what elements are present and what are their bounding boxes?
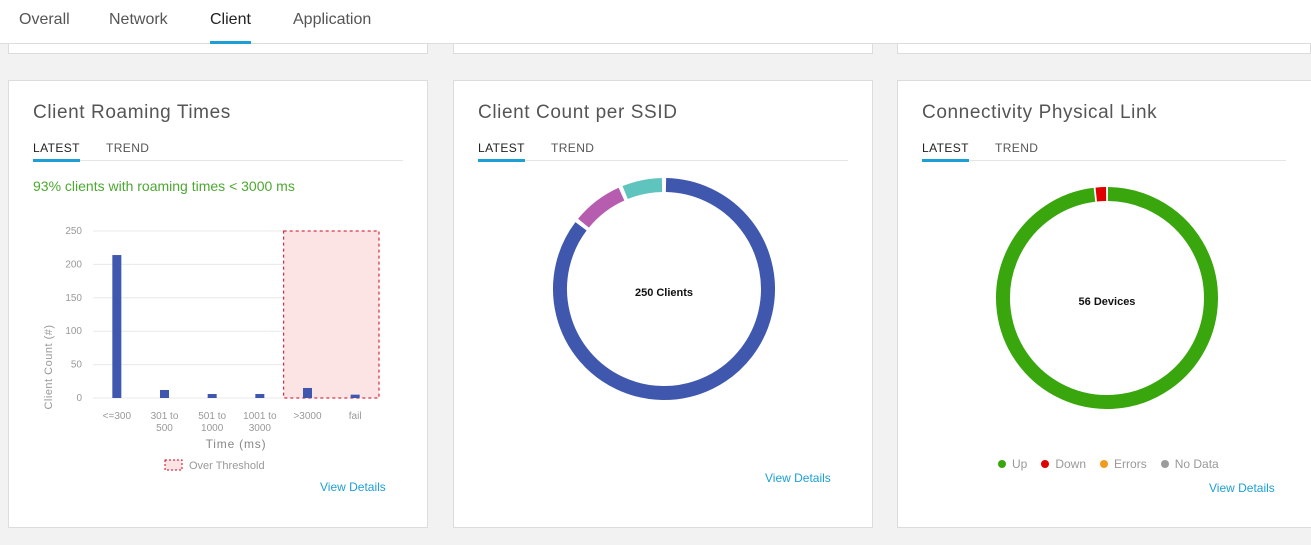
bar[interactable] bbox=[112, 255, 122, 398]
link-donut-chart: 56 Devices bbox=[996, 187, 1218, 409]
donut-slice[interactable] bbox=[622, 178, 663, 200]
x-tick-label: <=300 bbox=[103, 411, 132, 422]
card-title: Client Roaming Times bbox=[33, 102, 231, 123]
legend-item-up[interactable]: Up bbox=[998, 457, 1027, 471]
bar[interactable] bbox=[160, 389, 169, 398]
bar[interactable] bbox=[303, 387, 312, 398]
x-tick-label: 1000 bbox=[201, 423, 224, 434]
donut-slice[interactable] bbox=[996, 187, 1218, 409]
bar[interactable] bbox=[207, 393, 217, 398]
x-tick-label: >3000 bbox=[293, 411, 322, 422]
card-tabs: LATEST TREND bbox=[33, 139, 403, 162]
donut-center-label: 56 Devices bbox=[1079, 296, 1136, 308]
card-title: Client Count per SSID bbox=[478, 102, 678, 123]
donut-slice[interactable] bbox=[578, 187, 625, 228]
physical-link-card: Connectivity Physical Link LATEST TREND … bbox=[897, 80, 1311, 528]
dot-icon bbox=[1041, 460, 1050, 468]
legend-label: Errors bbox=[1114, 457, 1147, 471]
y-tick-label: 100 bbox=[65, 326, 82, 337]
top-nav: Overall Network Client Application bbox=[0, 0, 1311, 44]
dot-icon bbox=[998, 460, 1006, 468]
card-title: Connectivity Physical Link bbox=[922, 102, 1158, 123]
legend-label: Down bbox=[1055, 457, 1087, 471]
dot-icon bbox=[1100, 460, 1109, 468]
threshold-legend-label: Over Threshold bbox=[189, 460, 265, 472]
y-tick-label: 50 bbox=[71, 360, 83, 371]
tab-application[interactable]: Application bbox=[293, 11, 372, 28]
view-details-link[interactable]: View Details bbox=[320, 480, 386, 494]
x-tick-label: 501 to bbox=[198, 411, 226, 422]
bar[interactable] bbox=[350, 394, 360, 398]
legend-item-no-data[interactable]: No Data bbox=[1160, 457, 1219, 471]
card-stub bbox=[897, 44, 1311, 54]
tab-trend[interactable]: TREND bbox=[995, 141, 1039, 155]
ssid-count-card: Client Count per SSID LATEST TREND 250 C… bbox=[453, 80, 873, 528]
dot-icon bbox=[1160, 460, 1169, 468]
tab-client[interactable]: Client bbox=[210, 0, 251, 44]
x-tick-label: fail bbox=[349, 411, 362, 422]
card-stub bbox=[453, 44, 873, 54]
roaming-times-card: Client Roaming Times LATEST TREND 93% cl… bbox=[8, 80, 428, 528]
legend-item-errors[interactable]: Errors bbox=[1100, 457, 1147, 471]
legend-item-down[interactable]: Down bbox=[1041, 457, 1086, 471]
card-stub bbox=[8, 44, 428, 54]
tab-latest[interactable]: LATEST bbox=[33, 141, 80, 162]
ssid-donut-chart: 250 Clients bbox=[553, 178, 775, 400]
bar[interactable] bbox=[255, 393, 265, 398]
tab-trend[interactable]: TREND bbox=[106, 141, 150, 155]
tab-overall[interactable]: Overall bbox=[19, 11, 70, 28]
y-tick-label: 200 bbox=[65, 259, 82, 270]
roaming-summary: 93% clients with roaming times < 3000 ms bbox=[33, 178, 295, 194]
x-axis-label: Time (ms) bbox=[206, 437, 267, 451]
y-tick-label: 0 bbox=[76, 393, 82, 404]
x-tick-label: 3000 bbox=[249, 423, 272, 434]
link-legend: Up Down Errors No Data bbox=[998, 457, 1219, 471]
x-tick-label: 1001 to bbox=[243, 411, 277, 422]
view-details-link[interactable]: View Details bbox=[1209, 481, 1275, 495]
view-details-link[interactable]: View Details bbox=[765, 471, 831, 485]
tab-trend[interactable]: TREND bbox=[551, 141, 595, 155]
y-tick-label: 150 bbox=[65, 293, 82, 304]
threshold-region bbox=[283, 230, 380, 399]
legend-label: No Data bbox=[1174, 457, 1219, 471]
card-tabs: LATEST TREND bbox=[478, 139, 848, 162]
tab-network[interactable]: Network bbox=[109, 11, 168, 28]
donut-slice[interactable] bbox=[1095, 187, 1107, 202]
card-tabs: LATEST TREND bbox=[922, 139, 1286, 162]
donut-slice[interactable] bbox=[553, 178, 775, 400]
x-tick-label: 500 bbox=[156, 423, 173, 434]
legend-label: Up bbox=[1012, 457, 1028, 471]
x-tick-label: 301 to bbox=[151, 411, 179, 422]
threshold-legend-swatch bbox=[164, 459, 183, 471]
y-axis-label: Client Count (#) bbox=[43, 324, 55, 409]
donut-center-label: 250 Clients bbox=[635, 287, 693, 299]
tab-latest[interactable]: LATEST bbox=[922, 141, 969, 162]
tab-latest[interactable]: LATEST bbox=[478, 141, 525, 162]
y-tick-label: 250 bbox=[65, 226, 82, 237]
